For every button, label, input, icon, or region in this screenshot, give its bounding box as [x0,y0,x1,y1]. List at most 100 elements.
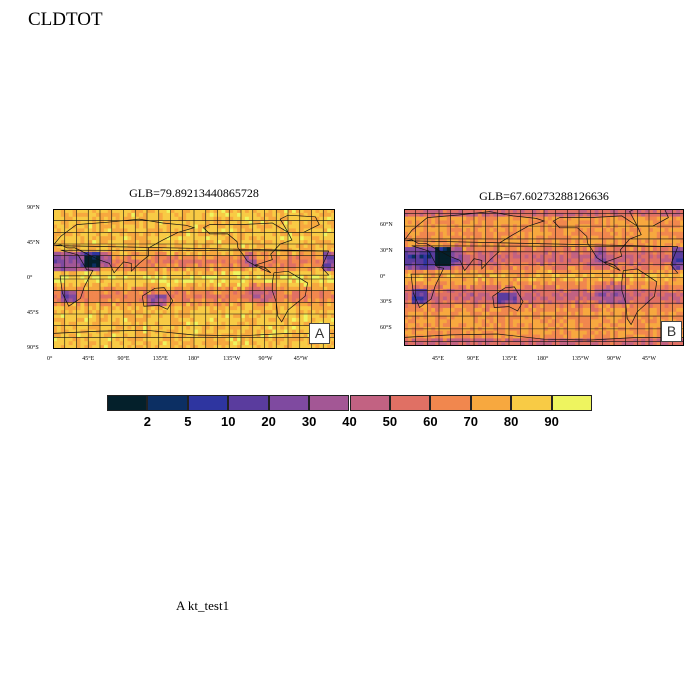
heatmap-cell [621,296,627,301]
heatmap-cell [147,286,152,292]
heatmap-cell [637,250,642,256]
heatmap-cell [307,255,312,260]
heatmap-cell [237,209,242,214]
heatmap-cell [563,266,568,271]
heatmap-cell [209,251,214,257]
heatmap-cell [248,209,254,214]
heatmap-cell [621,266,627,271]
heatmap-cell [652,292,658,297]
heatmap-cell [547,250,553,256]
heatmap-cell [209,310,214,315]
heatmap-cell [621,258,627,263]
heatmap-cell [119,275,124,280]
heatmap-cell [423,231,428,237]
heatmap-cell [633,254,638,259]
heatmap-cell [123,337,128,342]
heatmap-cell [127,259,132,264]
heatmap-cell [411,209,417,214]
heatmap-cell [84,310,89,315]
heatmap-cell [170,286,175,292]
heatmap-cell [470,285,475,290]
heatmap-cell [299,267,305,272]
heatmap-cell [84,337,89,342]
heatmap-cell [450,266,455,271]
heatmap-cell [415,239,420,244]
heatmap-cell [637,315,642,320]
heatmap-cell [53,337,58,342]
heatmap-cell [252,220,258,225]
heatmap-cell [439,311,444,316]
coastline [59,249,330,307]
heatmap-cell [272,306,277,311]
heatmap-cell [256,240,261,245]
heatmap-cell [280,240,285,245]
heatmap-cell [233,282,238,288]
heatmap-cell [209,271,214,276]
heatmap-cell [427,269,432,275]
heatmap-cell [53,220,58,225]
heatmap-cell [411,212,417,218]
heatmap-cell [154,321,160,327]
heatmap-cell [166,275,171,280]
heatmap-cell [493,258,498,263]
heatmap-cell [303,298,308,303]
heatmap-cell [123,247,128,253]
heatmap-cell [147,267,152,272]
heatmap-cell [547,247,553,252]
heatmap-cell [645,288,650,294]
heatmap-cell [311,244,316,249]
heatmap-cell [53,259,58,264]
heatmap-cell [217,302,222,307]
heatmap-cell [291,240,297,245]
heatmap-cell [633,285,638,290]
heatmap-cell [264,321,269,327]
heatmap-cell [213,314,218,319]
heatmap-cell [154,279,160,284]
heatmap-cell [268,294,273,299]
heatmap-cell [256,232,261,237]
heatmap-cell [303,259,308,264]
heatmap-cell [458,311,463,316]
heatmap-cell [540,269,545,275]
heatmap-cell [276,259,281,264]
heatmap-cell [197,306,203,311]
heatmap-cell [524,231,529,237]
heatmap-cell [532,231,537,237]
heatmap-cell [466,239,471,244]
heatmap-cell [668,281,673,286]
heatmap-cell [107,236,113,241]
heatmap-cell [582,319,588,324]
heatmap-cell [229,209,234,214]
heatmap-cell [268,329,273,334]
heatmap-cell [598,212,603,218]
heatmap-cell [284,298,289,303]
heatmap-cell [656,285,662,290]
heatmap-cell [56,240,62,245]
heatmap-cell [221,212,226,218]
heatmap-cell [617,231,623,237]
heatmap-cell [194,240,199,245]
heatmap-cell [197,212,203,218]
heatmap-cell [268,236,273,241]
heatmap-cell [131,302,136,307]
heatmap-cell [450,315,455,320]
heatmap-cell [442,281,448,286]
heatmap-cell [466,296,471,301]
heatmap-cell [547,307,553,313]
heatmap-cell [315,279,320,284]
heatmap-cell [315,255,320,260]
heatmap-cell [512,300,518,305]
heatmap-cell [625,247,630,252]
heatmap-cell [150,298,156,303]
heatmap-cell [582,235,588,240]
heatmap-cell [540,296,545,301]
heatmap-cell [680,247,684,252]
heatmap-cell [637,304,642,309]
heatmap-cell [68,255,73,260]
heatmap-cell [56,259,62,264]
heatmap-cell [427,216,432,221]
heatmap-cell [586,319,592,324]
heatmap-cell [107,267,113,272]
heatmap-cell [252,244,258,249]
heatmap-cell [641,220,646,225]
